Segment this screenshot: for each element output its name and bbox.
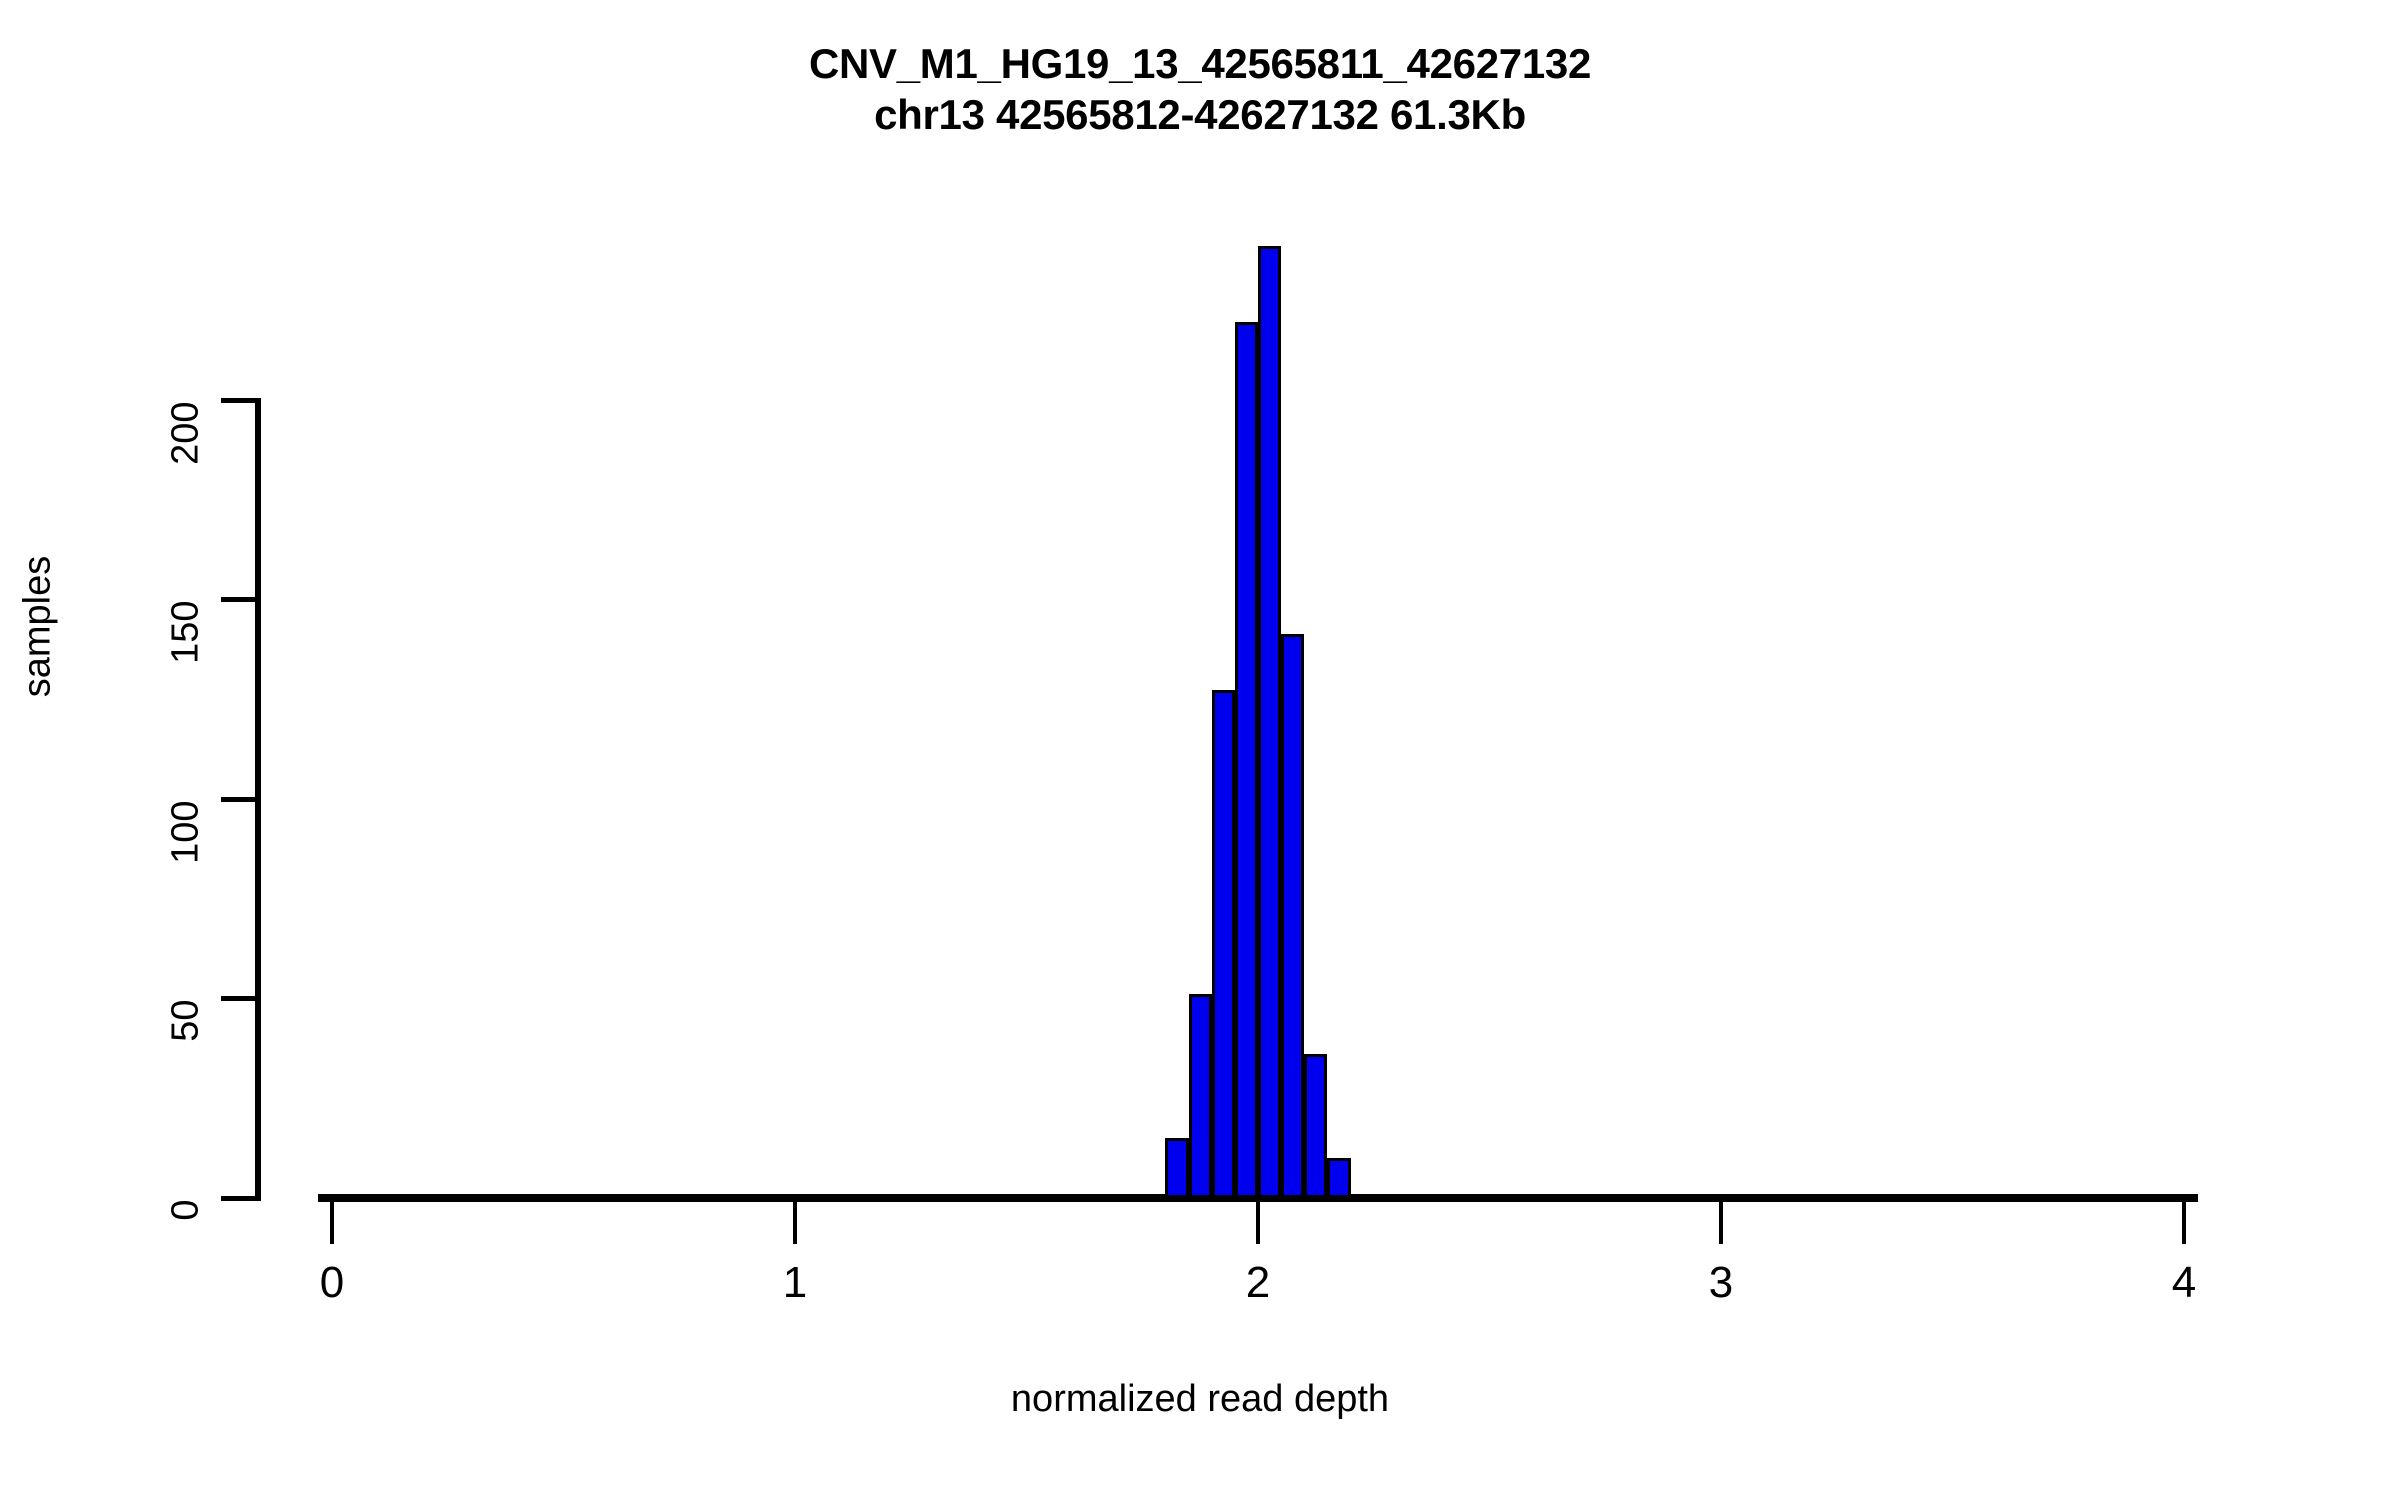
y-tick-label-150: 150 [164,600,207,664]
y-tick-mark-100 [221,797,261,802]
y-tick-mark-50 [221,996,261,1001]
histogram-bar-outlier [1639,1194,1664,1200]
histogram-bar [1211,690,1235,1198]
y-tick-label-100: 100 [164,800,207,864]
x-tick-label-4: 4 [2171,1258,2197,1307]
x-tick-label-2: 2 [1245,1258,1271,1307]
x-tick-mark-1 [793,1202,797,1244]
y-axis-label: samples [16,555,59,698]
x-tick-mark-4 [2182,1202,2186,1244]
histogram-bar [1304,1054,1328,1198]
chart-title-line-2: chr13 42565812-42627132 61.3Kb [874,91,1526,139]
x-tick-label-0: 0 [319,1258,345,1307]
y-tick-mark-200 [221,398,261,403]
histogram-bar [1165,1138,1189,1198]
chart-title-line-1: CNV_M1_HG19_13_42565811_42627132 [808,40,1592,87]
y-tick-mark-150 [221,597,261,602]
x-tick-label-1: 1 [782,1258,808,1307]
histogram-bar [1281,634,1305,1198]
histogram-bar [1234,322,1258,1198]
y-tick-label-50: 50 [164,999,207,1042]
x-tick-mark-2 [1256,1202,1260,1244]
histogram-bar [1142,1194,1166,1200]
y-tick-label-200: 200 [164,401,207,465]
chart-title: CNV_M1_HG19_13_42565811_42627132 chr13 4… [0,38,2400,140]
y-tick-mark-0 [221,1196,261,1201]
x-axis-label: normalized read depth [1010,1378,1390,1420]
histogram-bar [1188,994,1212,1198]
x-tick-mark-0 [330,1202,334,1244]
x-tick-mark-3 [1719,1202,1723,1244]
histogram-bar [1258,246,1282,1198]
histogram-bar [1327,1158,1351,1198]
y-tick-label-0: 0 [164,1199,207,1221]
x-tick-label-3: 3 [1708,1258,1734,1307]
histogram-bar [1350,1194,1374,1200]
x-axis-line [318,1194,2198,1202]
